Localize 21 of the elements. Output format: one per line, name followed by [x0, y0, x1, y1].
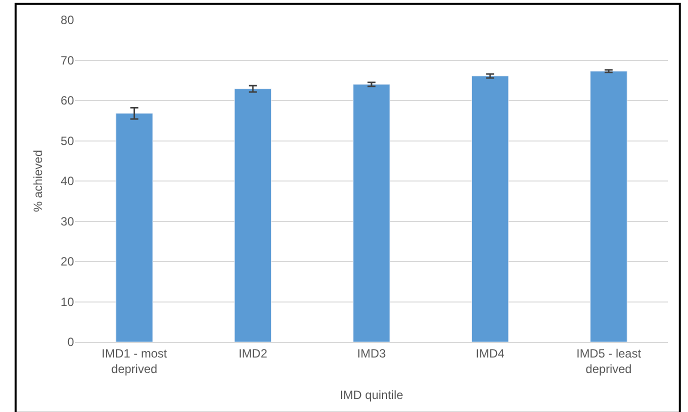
y-tick-label: 20 [60, 254, 74, 269]
x-axis-title: IMD quintile [340, 388, 404, 402]
bar [116, 113, 153, 342]
y-tick-label: 30 [60, 214, 74, 228]
bar [590, 70, 628, 342]
x-tick-label: IMD4 [476, 346, 505, 360]
y-tick-label: 60 [60, 94, 74, 108]
y-tick-label: 0 [67, 335, 74, 350]
y-tick-label: 80 [60, 13, 74, 28]
y-tick-label: 40 [60, 174, 74, 188]
bar [234, 88, 272, 342]
y-tick-label: 10 [60, 294, 74, 309]
y-axis-title: % achieved [30, 150, 45, 212]
y-tick-label: 50 [60, 134, 74, 148]
x-tick-label: IMD1 - most deprived [102, 346, 168, 376]
bar [352, 84, 390, 342]
bar [471, 76, 509, 342]
x-tick-label: IMD2 [238, 346, 268, 360]
x-tick-label: IMD5 - least deprived [576, 346, 642, 376]
x-tick-label: IMD3 [357, 346, 386, 360]
y-tick-label: 70 [60, 53, 74, 68]
